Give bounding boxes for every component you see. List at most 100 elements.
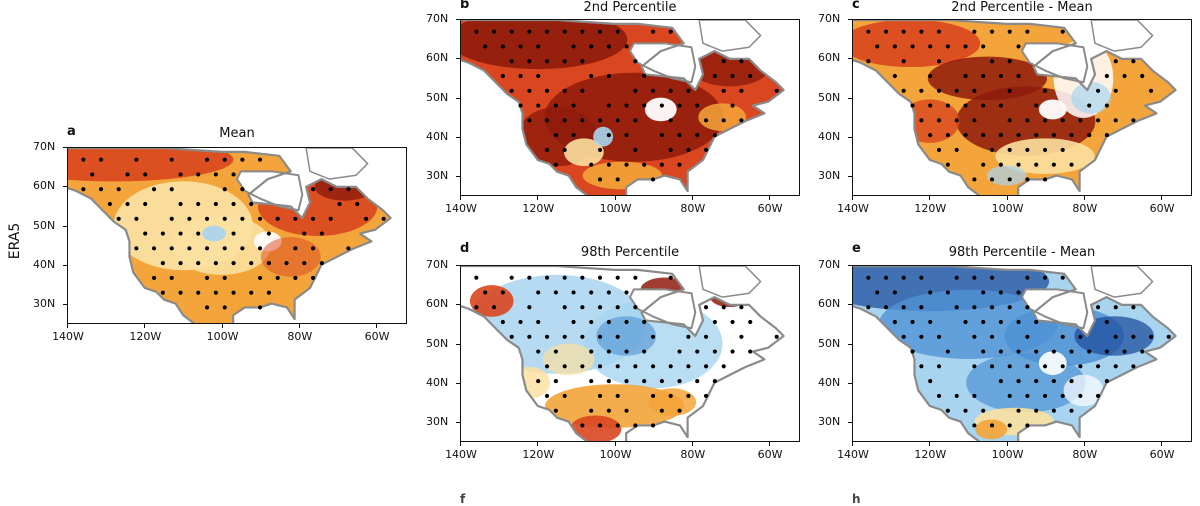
lat-tick-mark: [848, 422, 852, 424]
significance-dot: [1113, 59, 1118, 64]
lat-tick-mark: [848, 19, 852, 20]
lat-tick-mark: [848, 137, 852, 138]
significance-dot: [1007, 118, 1012, 123]
field-blob: [171, 215, 272, 275]
significance-dot: [98, 187, 104, 192]
significance-dot: [597, 275, 603, 280]
map-plot: [67, 147, 407, 324]
significance-dot: [597, 177, 603, 182]
significance-dot: [1042, 88, 1048, 93]
significance-dot: [553, 103, 558, 108]
significance-dot: [668, 147, 673, 152]
significance-dot: [1113, 364, 1118, 369]
significance-dot: [169, 246, 174, 251]
significance-dot: [571, 319, 576, 325]
significance-dot: [1016, 319, 1021, 325]
significance-dot: [981, 73, 986, 79]
significance-dot: [901, 305, 906, 310]
significance-dot: [1051, 408, 1056, 413]
significance-dot: [668, 88, 673, 93]
panel-letter: d: [460, 241, 470, 256]
significance-dot: [624, 290, 629, 295]
significance-dot: [527, 88, 532, 93]
significance-dot: [748, 349, 753, 354]
significance-dot: [606, 349, 611, 354]
significance-dot: [972, 177, 977, 182]
lon-tick-label: 60W: [364, 330, 390, 343]
significance-dot: [474, 275, 479, 280]
significance-dot: [213, 172, 218, 177]
significance-dot: [518, 73, 523, 79]
significance-dot: [143, 231, 148, 236]
significance-dot: [474, 29, 479, 34]
significance-dot: [677, 133, 682, 138]
significance-dot: [160, 261, 165, 266]
significance-dot: [642, 319, 647, 325]
significance-dot: [1025, 305, 1030, 310]
significance-dot: [642, 73, 647, 79]
significance-dot: [919, 118, 924, 123]
significance-dot: [544, 393, 550, 398]
significance-dot: [589, 44, 594, 49]
significance-dot: [597, 393, 603, 398]
lat-tick-label: 50N: [33, 218, 56, 232]
significance-dot: [624, 408, 629, 413]
significance-dot: [196, 261, 201, 266]
significance-dot: [589, 162, 594, 167]
significance-dot: [562, 305, 567, 310]
panel-title: 2nd Percentile - Mean: [951, 0, 1093, 15]
significance-dot: [875, 44, 880, 49]
lon-tick-mark: [929, 196, 931, 200]
lat-tick-label: 50N: [426, 336, 449, 350]
significance-dot: [633, 118, 638, 123]
significance-dot: [562, 59, 567, 64]
significance-dot: [866, 305, 871, 310]
significance-dot: [169, 187, 174, 192]
lon-tick-label: 60W: [757, 202, 783, 215]
significance-dot: [151, 275, 157, 280]
lon-tick-mark: [929, 442, 931, 446]
panel-letter: b: [460, 0, 470, 12]
significance-dot: [677, 162, 682, 167]
significance-dot: [650, 177, 656, 182]
lon-tick-label: 120W: [522, 202, 555, 215]
lat-tick-label: 30N: [818, 169, 841, 183]
significance-dot: [500, 73, 505, 79]
field-blob: [698, 103, 747, 132]
lon-tick-label: 60W: [1149, 202, 1175, 215]
significance-dot: [981, 162, 986, 167]
significance-dot: [650, 88, 656, 93]
lat-tick-mark: [848, 265, 852, 266]
significance-dot: [1078, 118, 1083, 123]
significance-dot: [178, 231, 183, 236]
significance-dot: [597, 147, 603, 152]
significance-dot: [606, 408, 611, 413]
lat-tick-mark: [63, 304, 67, 306]
significance-dot: [302, 231, 307, 236]
field-blob: [1038, 99, 1067, 120]
significance-dot: [204, 275, 210, 280]
significance-dot: [231, 172, 236, 177]
map-svg: [461, 20, 785, 195]
significance-dot: [249, 201, 254, 207]
significance-dot: [910, 103, 915, 108]
significance-dot: [204, 157, 210, 162]
lon-tick-mark: [691, 196, 693, 200]
significance-dot: [989, 177, 995, 182]
significance-dot: [562, 393, 567, 398]
significance-dot: [606, 73, 611, 79]
significance-dot: [553, 133, 558, 138]
significance-dot: [989, 334, 995, 339]
lat-tick-mark: [456, 137, 460, 138]
lon-tick-mark: [144, 324, 146, 328]
significance-dot: [222, 275, 227, 280]
significance-dot: [381, 216, 386, 221]
lat-tick-label: 40N: [33, 258, 56, 271]
significance-dot: [1016, 290, 1021, 295]
significance-dot: [1025, 118, 1030, 123]
significance-dot: [1104, 133, 1109, 138]
significance-dot: [668, 393, 673, 398]
significance-dot: [527, 334, 532, 339]
significance-dot: [963, 73, 968, 79]
significance-dot: [712, 133, 717, 138]
